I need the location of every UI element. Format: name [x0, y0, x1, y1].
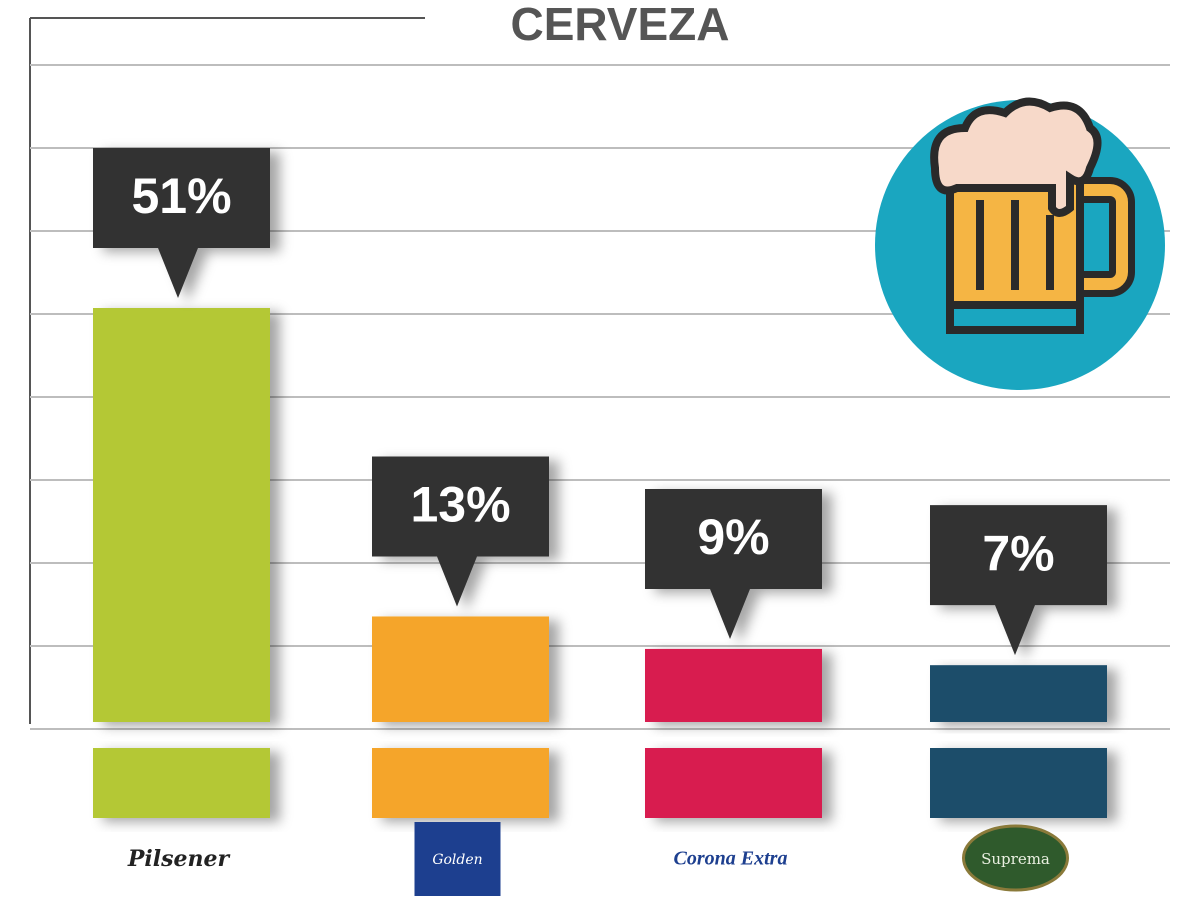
beer-icon [875, 97, 1165, 390]
chart-title: CERVEZA [511, 0, 730, 50]
bar-base [372, 748, 549, 818]
callout [93, 148, 270, 298]
logo-bg [414, 822, 501, 896]
bar [372, 616, 549, 722]
category-label: Golden [432, 852, 482, 868]
category-label: Pilsener [127, 846, 231, 872]
value-label: 51% [131, 168, 231, 224]
bar-base [930, 748, 1107, 818]
value-label: 7% [982, 525, 1054, 581]
callout [930, 505, 1107, 656]
bar [645, 648, 822, 722]
value-label: 9% [697, 509, 769, 565]
callout [645, 488, 822, 639]
bars: 51% Pilsener 13% Golden 9% Corona Extra 7% Supr… [93, 148, 1107, 896]
frame [29, 17, 425, 724]
category-label: Corona Extra [674, 848, 788, 870]
bar [93, 308, 270, 722]
logo-bg [962, 824, 1069, 892]
bar-base [645, 748, 822, 818]
category-label: Suprema [981, 850, 1050, 868]
bar [930, 665, 1107, 722]
bar-base [93, 748, 270, 818]
value-label: 13% [410, 477, 510, 533]
callout [372, 456, 549, 607]
